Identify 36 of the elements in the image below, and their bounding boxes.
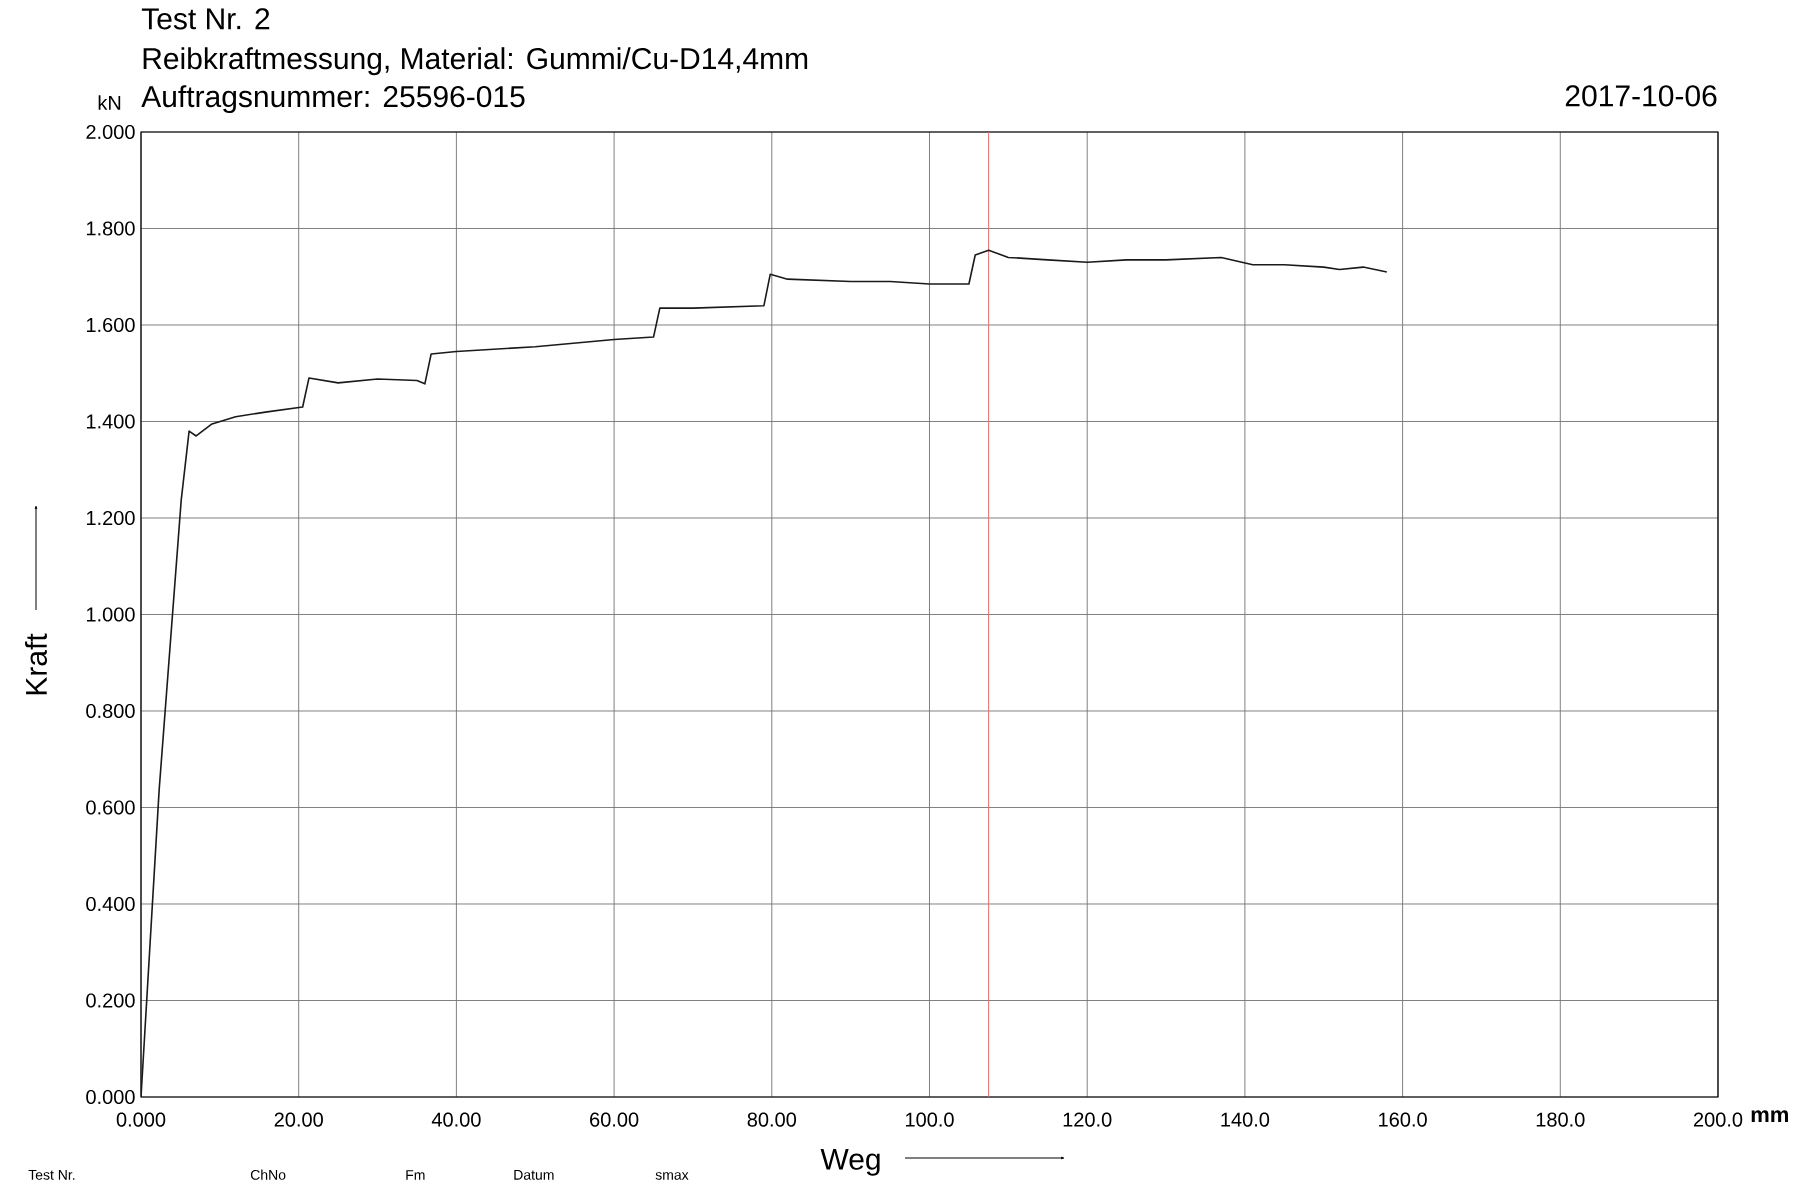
chart-title: Test Nr. 2 xyxy=(141,8,270,30)
y-tick-label: 2.000 xyxy=(86,124,135,140)
x-tick-label: 40.00 xyxy=(431,1112,481,1127)
text: Auftragsnummer: 25596-015 xyxy=(141,85,525,114)
text: ChNo xyxy=(250,1169,286,1180)
text: Datum xyxy=(514,1170,554,1180)
y-tick-label: 0.000 xyxy=(86,1089,135,1105)
x-tick-label: 200.0 xyxy=(1693,1112,1743,1127)
text: 2017-10-06 xyxy=(1565,85,1717,107)
y-tick-label: 1.800 xyxy=(86,221,135,236)
y-tick-label: 0.600 xyxy=(86,800,135,815)
y-tick-label: 1.600 xyxy=(86,317,135,333)
y-tick-label: 0.800 xyxy=(86,703,135,719)
text: mm xyxy=(1751,1110,1788,1123)
x-tick-label: 180.0 xyxy=(1536,1112,1585,1127)
x-tick-label: 0.000 xyxy=(116,1112,166,1127)
x-tick-label: 140.0 xyxy=(1221,1112,1270,1127)
x-tick-label: 100.0 xyxy=(906,1112,954,1127)
text: kN xyxy=(98,95,121,110)
y-tick-label: 1.000 xyxy=(86,607,135,622)
x-axis-title: Weg xyxy=(820,1148,880,1176)
x-tick-label: 20.00 xyxy=(274,1112,323,1127)
chart-subtitle: Reibkraftmessung, Material: Gummi/Cu-D14,4mm xyxy=(143,47,808,76)
text: Test Nr. xyxy=(28,1170,75,1180)
x-tick-label: 120.0 xyxy=(1063,1112,1112,1127)
line-series xyxy=(141,249,1388,1097)
y-tick-label: 0.200 xyxy=(86,993,135,1008)
x-tick-label: 160.0 xyxy=(1379,1112,1427,1127)
text: smax xyxy=(655,1172,689,1180)
y-axis-title: Kraft xyxy=(25,633,48,695)
y-tick-label: 1.400 xyxy=(86,414,135,429)
y-tick-label: 1.200 xyxy=(86,510,135,526)
x-tick-label: 80.00 xyxy=(747,1112,797,1127)
x-tick-label: 60.00 xyxy=(590,1112,639,1127)
text: Fm xyxy=(406,1170,425,1180)
y-tick-label: 0.400 xyxy=(86,896,135,912)
